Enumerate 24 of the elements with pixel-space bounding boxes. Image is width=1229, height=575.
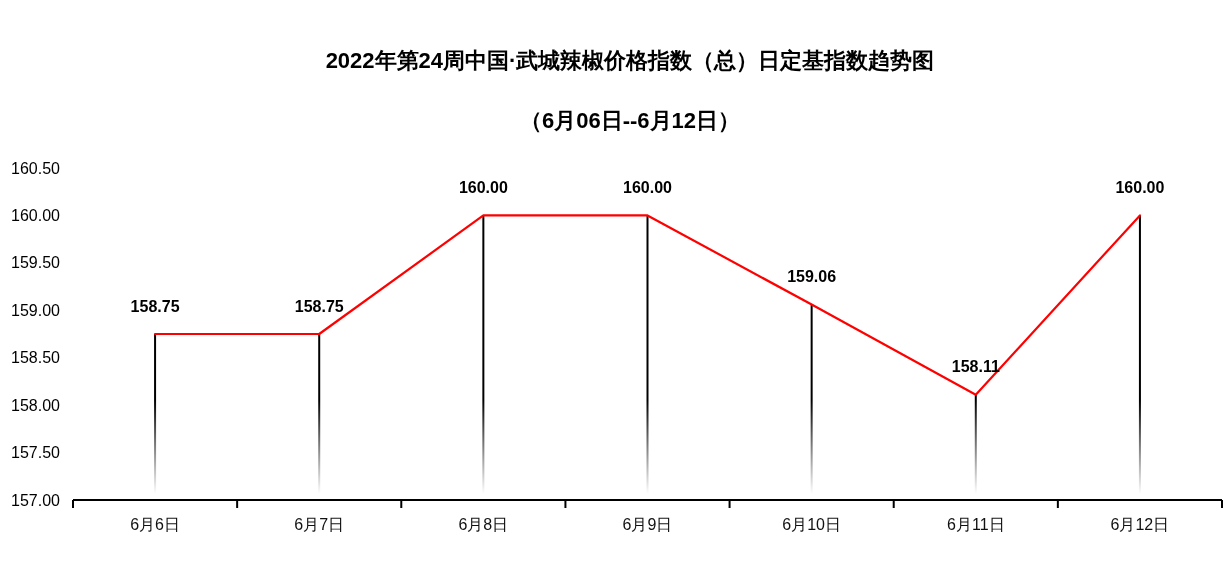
x-tick-label: 6月7日 [294, 515, 345, 533]
x-tick-label: 6月6日 [130, 515, 180, 533]
y-tick-label: 158.00 [11, 396, 61, 414]
x-tick-label: 6月10日 [782, 515, 841, 533]
x-tick-label: 6月9日 [622, 515, 673, 533]
data-label: 159.06 [787, 268, 837, 286]
y-tick-label: 159.00 [11, 301, 61, 319]
y-tick-label: 160.00 [11, 206, 61, 224]
data-label: 160.00 [1115, 178, 1165, 196]
data-label: 158.11 [951, 358, 1000, 376]
y-tick-label: 158.50 [11, 349, 61, 367]
chart-title: 2022年第24周中国·武城辣椒价格指数（总）日定基指数趋势图 [325, 48, 935, 73]
data-label: 158.75 [294, 297, 344, 315]
chart-subtitle: （6月06日--6月12日） [519, 108, 741, 133]
y-tick-label: 160.50 [11, 159, 61, 177]
data-label: 158.75 [130, 297, 180, 315]
data-label: 160.00 [458, 178, 508, 196]
x-tick-label: 6月12日 [1110, 515, 1170, 533]
y-tick-label: 157.50 [11, 444, 61, 462]
x-tick-label: 6月11日 [947, 515, 1005, 533]
data-label: 160.00 [623, 178, 673, 196]
x-tick-label: 6月8日 [458, 515, 509, 533]
y-tick-label: 157.00 [11, 491, 61, 509]
y-tick-label: 159.50 [11, 254, 61, 272]
